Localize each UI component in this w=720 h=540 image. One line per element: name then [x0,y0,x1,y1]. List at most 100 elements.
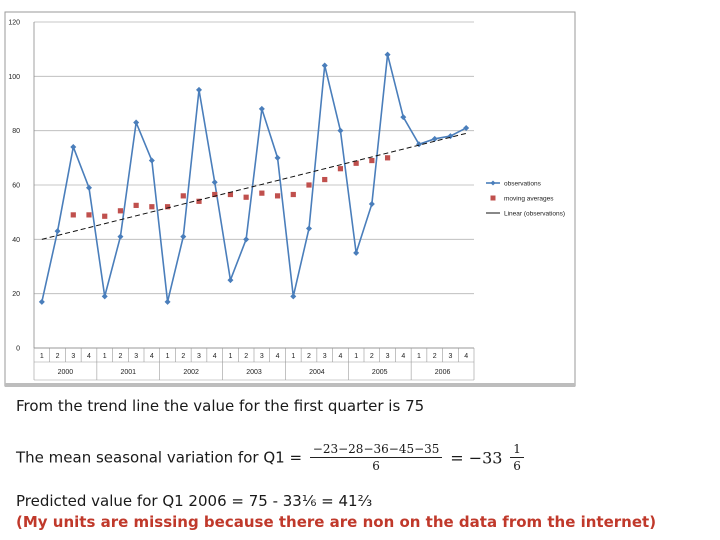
x-tick-label: 2 [307,353,311,360]
observation-point [133,119,140,126]
x-tick-label: 1 [291,353,295,360]
y-tick-label: 40 [12,237,20,244]
observations-line [41,54,467,303]
observation-point [463,124,470,131]
chart-area: 0 20 40 60 80 100 120 1 2 3 4 1 2 3 4 1 2 3 4 1 2 3 4 1 2 3 4 1 2 3 4 1… [4,11,576,387]
legend-label: moving averages [504,195,554,202]
x-tick-label: 4 [87,353,91,360]
x-tick-label: 1 [417,353,421,360]
x-tick-label: 3 [448,353,452,360]
year-label: 2001 [120,369,136,376]
x-tick-label: 2 [244,353,248,360]
x-tick-label: 4 [401,353,405,360]
observation-point [164,298,171,305]
prediction-statement: Predicted value for Q1 2006 = 75 - 33⅙ =… [16,492,373,510]
main-fraction: −23−28−36−45−35 6 [309,442,443,474]
y-tick-label: 0 [16,346,20,353]
y-tick-label: 20 [12,291,20,298]
x-tick-label: 2 [56,353,60,360]
moving-average-point [337,166,344,172]
fraction-denominator: 6 [372,459,380,473]
observation-point [227,277,234,284]
observation-point [70,143,77,150]
x-tick-label: 4 [276,353,280,360]
line-chart: 0 20 40 60 80 100 120 1 2 3 4 1 2 3 4 1 2 3 4 1 2 3 4 1 2 3 4 1 2 3 4 1… [4,11,576,387]
moving-average-point [149,204,155,210]
observation-point [274,154,281,161]
x-tick-label: 4 [338,353,342,360]
observation-point [337,127,344,134]
legend-label: Linear (observations) [504,210,565,217]
observation-point [117,233,124,240]
year-label: 2000 [58,369,74,376]
x-tick-label: 2 [433,353,437,360]
trend-line [41,132,467,240]
moving-average-point [180,193,186,199]
observation-point [384,51,391,58]
moving-average-point [102,213,108,219]
moving-average-point [212,191,218,198]
moving-average-point [227,191,234,198]
observation-point [431,135,438,142]
observation-point [243,236,250,243]
mixed-fraction: 1 6 [510,442,524,474]
mixed-fraction-denominator: 6 [513,459,521,473]
formula-result: = −33 [450,448,503,468]
x-tick-label: 3 [197,353,201,360]
fraction-numerator: −23−28−36−45−35 [309,442,443,458]
chart-frame [4,11,576,387]
x-tick-label: 4 [150,353,154,360]
x-tick-label: 3 [260,353,264,360]
y-tick-label: 100 [8,74,20,81]
moving-average-point [306,182,312,188]
x-tick-label: 2 [118,353,122,360]
x-tick-label: 2 [370,353,374,360]
observation-point [321,62,328,69]
observation-point [54,228,61,235]
x-tick-label: 3 [71,353,75,360]
observation-point [211,179,218,186]
x-tick-label: 3 [134,353,138,360]
observation-point [353,249,360,256]
y-tick-label: 60 [12,183,20,190]
observation-point [290,293,297,300]
x-tick-label: 4 [213,353,217,360]
observation-point [38,298,45,305]
observation-point [86,184,92,191]
moving-average-point [70,212,76,218]
year-label: 2005 [372,369,388,376]
x-tick-label: 3 [323,353,327,360]
moving-average-point [259,190,265,196]
moving-average-point [353,160,359,166]
y-tick-label: 80 [12,128,20,135]
x-tick-label: 2 [181,353,185,360]
moving-average-point [243,194,249,200]
moving-average-point [369,157,375,164]
year-label: 2003 [246,369,262,376]
moving-average-point [290,191,296,198]
year-label: 2004 [309,369,325,376]
moving-average-point [133,202,139,208]
legend-label: observations [504,180,542,187]
legend-observations-marker [490,180,496,186]
x-tick-label: 3 [386,353,390,360]
x-tick-label: 1 [40,353,44,360]
x-tick-label: 1 [354,353,358,360]
observation-point [196,86,202,93]
observation-point [306,225,312,232]
chart-bottom-strip [5,383,575,387]
moving-average-point [384,155,391,161]
x-tick-label: 1 [166,353,170,360]
legend-moving-average-swatch [490,195,496,201]
moving-average-point [196,198,202,204]
year-label: 2006 [435,369,451,376]
mixed-fraction-numerator: 1 [510,442,524,458]
y-tick-label: 120 [8,20,20,27]
moving-average-point [322,176,328,183]
moving-average-point [164,204,171,210]
observation-point [368,201,375,208]
observation-point [258,105,265,112]
moving-average-point [274,193,281,199]
x-tick-label: 4 [464,353,468,360]
moving-average-point [86,212,92,218]
